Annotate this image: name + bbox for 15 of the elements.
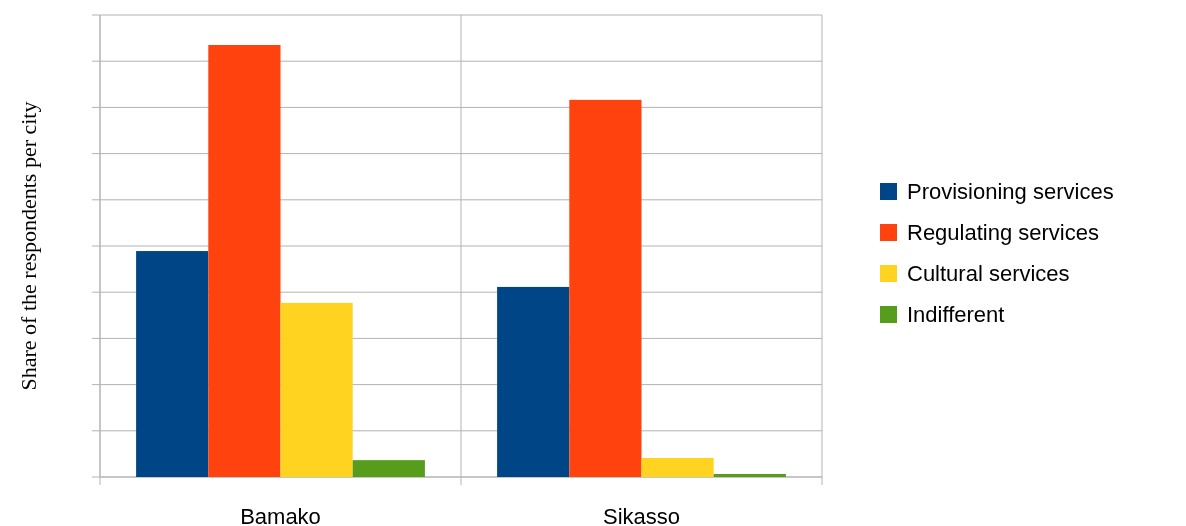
bar [641, 457, 714, 477]
legend-label: Regulating services [907, 220, 1099, 245]
bar [280, 302, 353, 477]
bar [713, 473, 786, 477]
legend-label: Provisioning services [907, 179, 1114, 204]
bar [352, 460, 425, 477]
bar [497, 286, 570, 477]
legend-label: Cultural services [907, 261, 1070, 286]
bar [569, 99, 642, 477]
bar [136, 251, 209, 477]
y-axis-title: Share of the respondents per city [16, 101, 41, 391]
legend-label: Indifferent [907, 302, 1005, 327]
x-tick-label: Bamako [240, 504, 321, 526]
bar [208, 45, 281, 477]
x-tick-label: Sikasso [602, 504, 681, 526]
